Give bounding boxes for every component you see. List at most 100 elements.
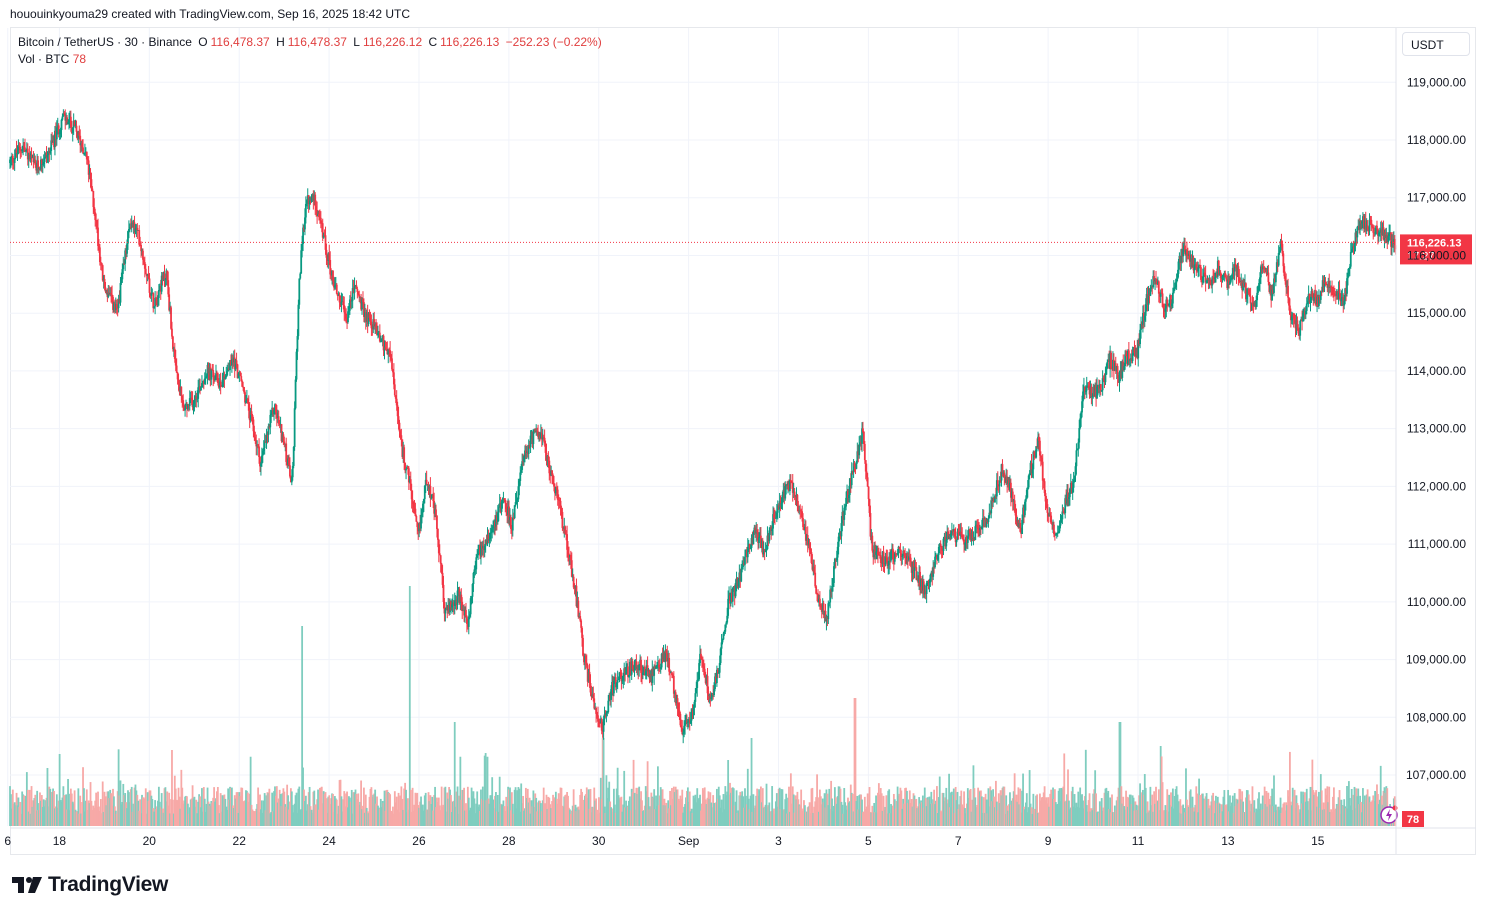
open-value: 116,478.37 (210, 35, 270, 49)
volume-bar (239, 796, 242, 826)
volume-bar (951, 795, 954, 826)
volume-bar (254, 811, 257, 826)
candle-body (209, 367, 212, 380)
candle-body (563, 526, 566, 530)
volume-bar (291, 805, 294, 826)
volume-bar (947, 799, 950, 826)
candle-body (682, 732, 685, 735)
candle-body (334, 284, 337, 286)
candle-body (291, 465, 294, 478)
volume-bar (1253, 800, 1256, 826)
tradingview-logo-icon (12, 877, 42, 893)
volume-label[interactable]: Vol · BTC (18, 52, 70, 66)
candle-body (39, 167, 41, 170)
candle-body (652, 668, 655, 676)
volume-bar (113, 796, 115, 826)
volume-bar (554, 791, 557, 826)
candle-body (171, 328, 173, 337)
candle-body (12, 162, 15, 164)
volume-bar (139, 799, 142, 826)
volume-bar (490, 795, 493, 826)
volume-bar (55, 794, 58, 826)
candle-body (933, 566, 936, 568)
volume-bar (878, 794, 881, 826)
candle-body (92, 190, 95, 208)
volume-bar (337, 805, 340, 826)
candle-body (201, 383, 203, 388)
volume-bar (375, 803, 377, 826)
candle-body (493, 521, 495, 527)
chart-frame (10, 27, 1476, 855)
candle-body (719, 648, 722, 663)
candle-body (392, 369, 394, 373)
candle-body (1084, 390, 1087, 393)
volume-bar (1262, 809, 1265, 826)
tradingview-logo[interactable]: TradingView (12, 873, 168, 897)
volume-bar (799, 805, 802, 826)
volume-bar (727, 760, 730, 826)
candle-body (450, 601, 452, 608)
candle-body (343, 305, 346, 313)
candle-body (853, 463, 856, 467)
volume-bar (1029, 803, 1032, 826)
candle-body (79, 135, 82, 146)
volume-bar (593, 787, 596, 826)
candle-body (1295, 320, 1298, 329)
volume-bar (95, 792, 98, 826)
candle-body (545, 452, 548, 461)
candle-body (828, 602, 831, 604)
volume-bar (1361, 812, 1363, 826)
volume-bar (364, 794, 367, 826)
candle-body (156, 298, 158, 300)
volume-bar (630, 788, 633, 826)
symbol-label[interactable]: Bitcoin / TetherUS · 30 · Binance (18, 35, 192, 49)
volume-bar (1244, 797, 1247, 826)
candle-body (899, 549, 902, 554)
volume-bar (480, 789, 482, 826)
volume-bar (471, 796, 474, 826)
volume-bar (1033, 808, 1036, 826)
volume-bar (762, 807, 765, 826)
candle-body (877, 551, 879, 555)
candle-body (154, 297, 157, 307)
y-tick-label: 118,000.00 (1407, 133, 1466, 147)
volume-bar (40, 795, 43, 826)
candle-body (17, 145, 20, 154)
volume-bar (649, 806, 652, 826)
volume-bar (858, 795, 861, 826)
candle-body (265, 434, 268, 443)
volume-bar (442, 804, 445, 826)
volume-bar (913, 795, 916, 826)
volume-bar (134, 784, 137, 826)
candle-body (367, 313, 370, 324)
candle-body (408, 479, 411, 483)
volume-bar (1362, 788, 1364, 826)
volume-bar (98, 806, 100, 826)
volume-bar (201, 788, 203, 826)
volume-bar (482, 800, 485, 826)
currency-button[interactable]: USDT (1402, 32, 1470, 56)
volume-bar (531, 806, 534, 826)
candle-body (306, 195, 309, 201)
candle-body (818, 598, 820, 603)
volume-bar (348, 796, 350, 826)
candle-body (437, 539, 440, 554)
volume-bar (332, 793, 334, 826)
volume-bar (1252, 807, 1255, 826)
volume-bar (804, 812, 807, 826)
volume-bar (1028, 770, 1031, 826)
volume-bar (1333, 809, 1336, 826)
volume-bar (1304, 801, 1307, 826)
volume-bar (683, 806, 686, 826)
candle-body (29, 154, 32, 159)
candle-body (715, 676, 717, 684)
candle-body (965, 537, 967, 544)
volume-bar (783, 809, 786, 826)
candle-body (142, 259, 145, 263)
candle-body (734, 582, 737, 597)
volume-bar (601, 738, 604, 826)
volume-bar (352, 792, 355, 826)
x-tick-label: 15 (1311, 834, 1325, 848)
